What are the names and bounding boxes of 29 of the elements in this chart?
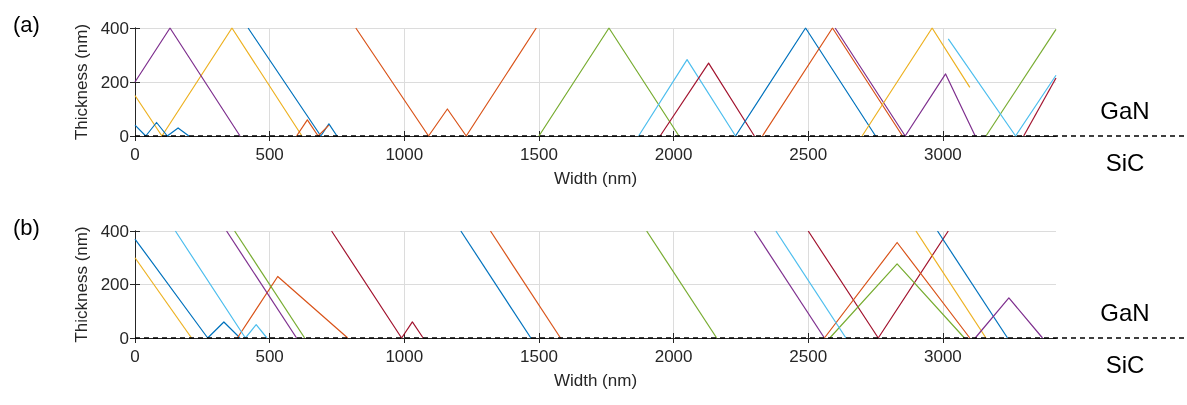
y-tick-label: 0 bbox=[119, 126, 129, 146]
y-axis-title: Thickness (nm) bbox=[71, 23, 91, 141]
y-tick-label: 200 bbox=[100, 275, 129, 294]
x-tick-label: 2500 bbox=[789, 145, 828, 164]
y-tick-label: 200 bbox=[100, 72, 129, 92]
x-tick-label: 3000 bbox=[923, 145, 962, 164]
chart-title: (b) bbox=[13, 214, 40, 240]
x-tick-label: 2500 bbox=[789, 347, 828, 366]
x-tick-label: 1000 bbox=[385, 347, 424, 366]
text: GaN bbox=[1100, 96, 1150, 124]
text: SiC bbox=[1105, 350, 1145, 378]
y-tick-label: 0 bbox=[119, 328, 129, 348]
x-tick-label: 500 bbox=[255, 347, 284, 366]
x-tick-label: 1000 bbox=[385, 145, 424, 164]
x-tick-label: 1500 bbox=[520, 347, 558, 366]
x-tick-label: 1500 bbox=[520, 145, 558, 164]
x-tick-label: 3000 bbox=[923, 347, 962, 366]
x-axis-title: Width (nm) bbox=[553, 371, 638, 390]
y-tick-label: 400 bbox=[100, 221, 129, 241]
x-tick-label: 2000 bbox=[654, 347, 693, 366]
x-axis-title: Width (nm) bbox=[553, 169, 638, 188]
x-tick-label: 2000 bbox=[654, 145, 693, 164]
chart-title: (a) bbox=[13, 11, 40, 37]
x-tick-label: 500 bbox=[255, 145, 284, 164]
line-series bbox=[134, 121, 190, 137]
y-axis-title: Thickness (nm) bbox=[71, 226, 91, 343]
text: SiC bbox=[1105, 148, 1145, 176]
y-tick-label: 400 bbox=[100, 18, 129, 38]
text: GaN bbox=[1100, 298, 1150, 326]
